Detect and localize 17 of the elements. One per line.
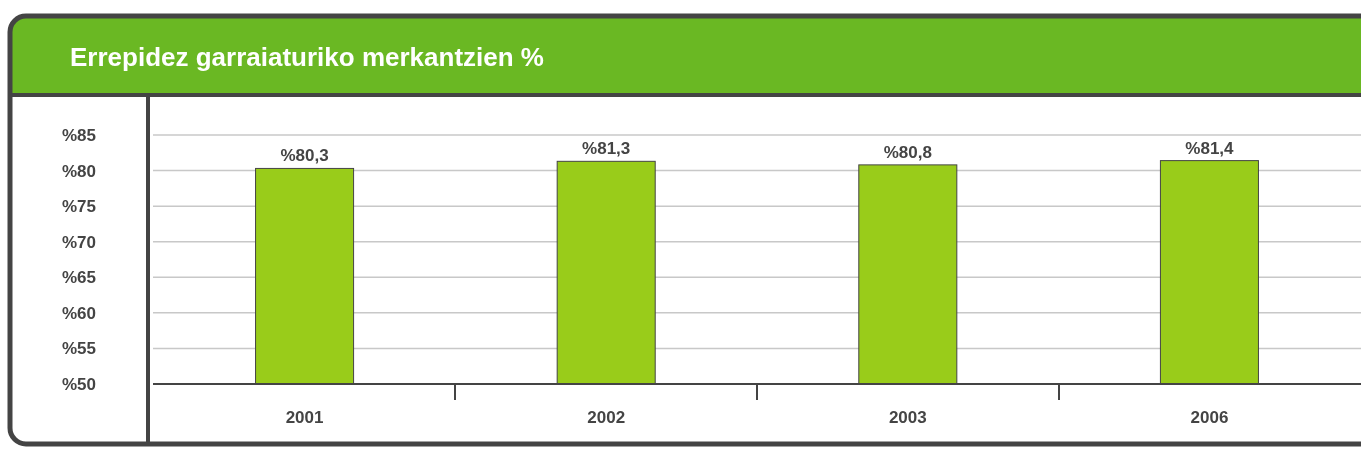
- y-tick-label: %70: [62, 232, 97, 252]
- y-tick-label: %75: [62, 197, 97, 217]
- chart-title: Errepidez garraiaturiko merkantzien %: [70, 42, 544, 72]
- y-tick-label: %80: [62, 161, 97, 181]
- x-tick-label: 2003: [888, 408, 927, 427]
- x-tick-label: 2001: [285, 408, 324, 427]
- data-label: %80,8: [883, 142, 932, 162]
- y-tick-label: %60: [62, 303, 97, 323]
- y-tick-label: %85: [62, 125, 97, 145]
- y-tick-label: %65: [62, 268, 97, 288]
- y-tick-label: %50: [62, 374, 97, 394]
- data-label: %81,3: [582, 139, 631, 159]
- y-tick-label: %55: [62, 339, 97, 359]
- data-label: %80,3: [280, 146, 329, 166]
- x-tick-label: 2006: [1190, 408, 1229, 427]
- x-tick-label: 2002: [587, 408, 626, 427]
- data-label: %81,4: [1185, 138, 1235, 158]
